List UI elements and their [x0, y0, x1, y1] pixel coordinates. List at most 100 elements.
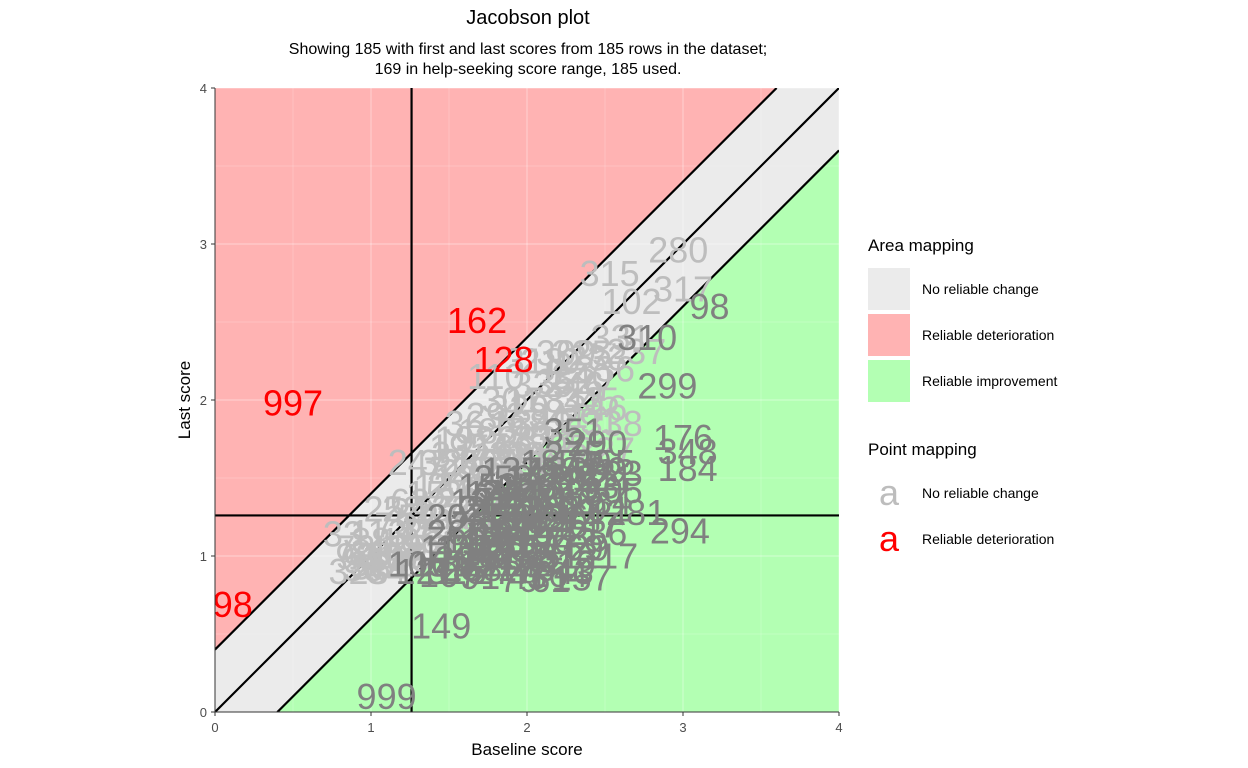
data-point-label: 355: [575, 442, 635, 483]
data-point-label: 345: [559, 380, 619, 421]
deterioration-point-label: Reliable deterioration: [922, 531, 1055, 547]
data-point-label: 294: [650, 511, 710, 552]
data-point-label: 356: [419, 442, 479, 483]
deterioration-glyph: a: [878, 518, 900, 559]
data-point-label: 214: [544, 497, 604, 538]
data-point-label: 194: [474, 512, 534, 553]
data-point-label: 259: [474, 458, 534, 499]
data-point-label: 247: [388, 442, 448, 483]
data-point-label: 201: [427, 465, 487, 506]
point-legend-item-deterioration: a Reliable deterioration: [868, 516, 1054, 562]
data-point-label: 68: [382, 528, 422, 569]
data-point-label: 133: [411, 489, 471, 530]
data-point-label: 99: [335, 536, 375, 577]
data-point-label: 142: [505, 458, 565, 499]
data-point-label: 348: [658, 431, 718, 472]
data-point-label: 238: [458, 512, 518, 553]
y-axis-title: Last score: [175, 361, 194, 439]
data-point-label: 176: [653, 417, 713, 458]
data-point-label: 288: [497, 536, 557, 577]
data-point-label: 86: [390, 539, 430, 580]
data-point-label: 325: [552, 333, 612, 374]
x-tick-label: 2: [523, 720, 530, 735]
data-point-label: 196: [513, 520, 573, 561]
data-point-label: 304: [466, 450, 526, 491]
data-point-label: 284: [505, 434, 565, 475]
data-point-label: 297: [388, 528, 448, 569]
data-point-label: 9: [587, 489, 607, 530]
upper-rci-line: [215, 88, 778, 651]
data-point-label: 186: [536, 481, 596, 522]
data-point-label: 91: [460, 556, 500, 597]
area-legend-title: Area mapping: [868, 236, 974, 255]
data-point-label: 340: [552, 356, 612, 397]
point-legend-item-no-change: a No reliable change: [868, 470, 1054, 516]
data-point-label: 263: [481, 543, 541, 584]
data-point-label: 183: [458, 411, 518, 452]
data-point-label: 225: [474, 481, 534, 522]
data-point-label: 323: [328, 551, 388, 592]
improvement-label: Reliable improvement: [922, 373, 1058, 389]
data-point-label: 188: [528, 450, 588, 491]
x-axis-title: Baseline score: [471, 740, 583, 759]
data-point-label: 203: [427, 497, 487, 538]
data-point-label: 149: [411, 606, 471, 647]
data-point-label: 81: [421, 520, 461, 561]
data-point-label: 121: [396, 551, 456, 592]
data-point-label: 341: [528, 395, 588, 436]
data-point-label: 84: [367, 551, 407, 592]
data-point-label: 205: [489, 528, 549, 569]
lower-rci-line: [276, 149, 839, 712]
data-point-label: 255: [450, 504, 510, 545]
data-point-label: 27: [437, 481, 477, 522]
data-point-label: 29: [569, 528, 609, 569]
data-point-label: 148: [466, 520, 526, 561]
data-point-label: 131: [450, 481, 510, 522]
data-point-label: 33: [323, 514, 363, 555]
data-point-label: 25: [363, 489, 403, 530]
data-point-label: 43: [554, 551, 594, 592]
data-point-label: 240: [505, 473, 565, 514]
point-legend: Point mapping a No reliable change a Rel…: [868, 440, 1054, 562]
data-point-label: 317: [653, 269, 713, 310]
data-point-label: 17: [562, 481, 602, 522]
data-point-label: 155: [497, 442, 557, 483]
data-point-label: 335: [513, 364, 573, 405]
data-point-label: 77: [406, 536, 446, 577]
data-point-label: 198: [481, 504, 541, 545]
deterioration-label: Reliable deterioration: [922, 327, 1055, 343]
data-point-label: 264: [489, 458, 549, 499]
no-change-label: No reliable change: [922, 281, 1039, 297]
data-point-label: 137: [481, 450, 541, 491]
data-point-label: 79: [499, 559, 539, 600]
data-point-label: 346: [567, 387, 627, 428]
data-point-label: 239: [520, 489, 580, 530]
data-point-label: 162: [447, 300, 507, 341]
data-point-label: 299: [637, 365, 697, 406]
data-point-label: 179: [497, 548, 557, 589]
x-tick-label: 1: [367, 720, 374, 735]
data-point-label: 236: [567, 512, 627, 553]
data-point-label: 192: [435, 419, 495, 460]
data-point-label: 257: [513, 543, 573, 584]
data-point-label: 246: [544, 364, 604, 405]
data-point-label: 315: [427, 551, 487, 592]
data-point-label: 997: [263, 383, 323, 424]
data-point-label: 102: [601, 281, 661, 322]
data-point-label: 52: [374, 543, 414, 584]
data-point-label: 127: [474, 528, 534, 569]
data-point-label: 97: [343, 540, 383, 581]
data-point-label: 269: [442, 473, 502, 514]
data-point-label: 125: [435, 458, 495, 499]
data-point-label: 182: [489, 512, 549, 553]
data-point-label: 164: [528, 554, 588, 595]
data-point-label: 290: [567, 423, 627, 464]
subtitle-line-2: 169 in help-seeking score range, 185 use…: [374, 61, 682, 78]
data-point-label: 249: [536, 458, 596, 499]
data-point-label: 63: [390, 481, 430, 522]
data-point-label: 314: [349, 543, 409, 584]
data-point-label: 139: [552, 442, 612, 483]
data-point-label: 329: [489, 387, 549, 428]
data-point-label: 98: [689, 286, 729, 327]
